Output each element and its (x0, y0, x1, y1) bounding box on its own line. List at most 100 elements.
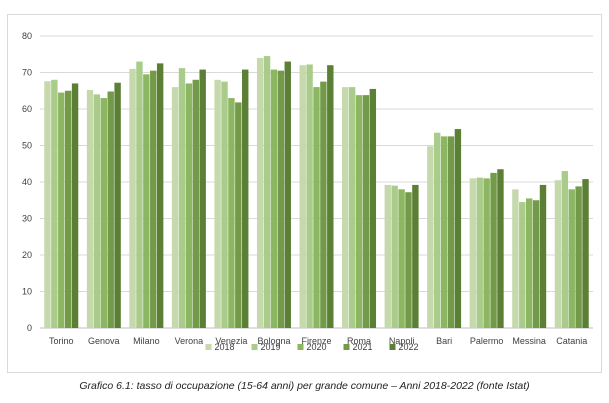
bar-2022-genova (114, 82, 121, 328)
bar-2019-bari (434, 132, 441, 328)
x-tick-label: Napoli (389, 336, 415, 346)
legend-swatch (297, 344, 304, 350)
bar-2022-catania (582, 179, 589, 328)
bar-2020-messina (525, 198, 533, 328)
bar-2018-venezia (214, 79, 221, 328)
bar-2022-bari (454, 129, 462, 328)
y-tick-label: 30 (22, 214, 32, 224)
y-tick-label: 0 (27, 323, 32, 333)
bar-2018-messina (512, 189, 519, 328)
bar-2019-messina (519, 202, 526, 328)
bar-2018-genova (86, 90, 94, 329)
bar-2018-palermo (469, 178, 477, 328)
x-tick-label: Genova (88, 336, 120, 346)
x-tick-label: Venezia (215, 336, 247, 346)
bar-2019-milano (136, 61, 143, 329)
bar-2018-firenze (299, 65, 306, 328)
bar-2020-verona (185, 83, 193, 328)
bar-2021-palermo (490, 172, 497, 328)
bar-2020-catania (568, 189, 575, 328)
bar-2021-bari (447, 136, 455, 328)
bar-2022-firenze (327, 65, 334, 328)
chart-frame: 0 10 20 30 40 50 60 70 80 Torino Genova Milano Vero… (7, 14, 602, 373)
bar-2021-firenze (320, 81, 327, 328)
bar-2018-roma (342, 87, 349, 328)
legend: 2018 2019 2020 2021 2022 (205, 342, 419, 352)
bar-2019-verona (178, 68, 186, 328)
bar-2018-bologna (256, 57, 264, 329)
bar-2022-bologna (284, 61, 291, 329)
legend-label: 2019 (261, 342, 281, 352)
bar-2022-milano (156, 63, 164, 328)
bar-2019-bologna (263, 56, 271, 328)
x-tick-label: Bari (436, 336, 452, 346)
bar-2018-catania (554, 180, 562, 328)
legend-swatch (205, 344, 212, 350)
legend-swatch (343, 344, 350, 350)
y-tick-label: 70 (22, 68, 32, 78)
legend-label: 2021 (353, 342, 373, 352)
y-tick-label: 20 (22, 250, 32, 260)
bars (44, 56, 589, 329)
bar-2020-roma (355, 95, 363, 328)
x-tick-label: Messina (512, 336, 546, 346)
bar-2019-palermo (476, 177, 483, 328)
bar-2020-napoli (398, 189, 405, 328)
bar-2020-milano (143, 74, 150, 328)
legend-label: 2022 (399, 342, 419, 352)
bar-2018-torino (44, 81, 51, 328)
bar-2020-firenze (313, 87, 320, 328)
x-tick-label: Roma (347, 336, 371, 346)
bar-2022-verona (199, 69, 206, 328)
bar-2018-bari (427, 146, 434, 328)
bar-2021-verona (192, 79, 199, 328)
bar-2022-messina (539, 184, 547, 328)
chart-caption: Grafico 6.1: tasso di occupazione (15-64… (79, 380, 530, 392)
bar-2019-roma (348, 87, 356, 328)
x-tick-label: Bologna (257, 336, 290, 346)
bar-2019-venezia (221, 81, 228, 328)
bar-2018-napoli (384, 184, 391, 328)
bar-2022-palermo (497, 169, 504, 328)
x-tick-label: Firenze (301, 336, 331, 346)
legend-label: 2020 (307, 342, 327, 352)
bar-2021-venezia (235, 102, 242, 329)
bar-2018-milano (129, 68, 136, 328)
y-tick-label: 50 (22, 141, 32, 151)
bar-2019-napoli (391, 185, 398, 328)
bar-2022-roma (369, 88, 377, 328)
y-tick-label: 60 (22, 104, 32, 114)
x-tick-label: Palermo (470, 336, 504, 346)
y-axis: 0 10 20 30 40 50 60 70 80 (22, 31, 32, 333)
legend-label: 2018 (215, 342, 235, 352)
legend-swatch (389, 344, 396, 350)
bar-2019-catania (561, 171, 569, 328)
bar-chart: 0 10 20 30 40 50 60 70 80 Torino Genova Milano Vero… (22, 31, 593, 352)
bar-2019-genova (93, 94, 101, 329)
bar-2021-napoli (405, 192, 412, 328)
bar-2019-torino (51, 79, 58, 328)
bar-2020-torino (58, 92, 65, 328)
bar-2021-genova (107, 91, 114, 328)
bar-2021-catania (575, 186, 582, 328)
bar-2020-bari (440, 136, 448, 328)
y-tick-label: 40 (22, 177, 32, 187)
bar-2022-torino (71, 83, 79, 328)
x-tick-label: Torino (49, 336, 74, 346)
bar-2021-bologna (277, 70, 285, 329)
y-tick-label: 10 (22, 287, 32, 297)
legend-swatch (251, 344, 258, 350)
bar-2021-roma (362, 95, 370, 328)
bar-2021-torino (64, 90, 72, 328)
bar-2020-palermo (483, 178, 490, 328)
bar-2020-venezia (228, 98, 235, 328)
bar-2022-venezia (242, 69, 249, 328)
x-tick-label: Catania (556, 336, 587, 346)
bar-2021-messina (532, 200, 540, 328)
bar-2019-firenze (306, 64, 313, 328)
bar-2020-genova (100, 98, 108, 328)
bar-2021-milano (150, 70, 157, 329)
bar-2022-napoli (412, 184, 419, 328)
y-tick-label: 80 (22, 31, 32, 41)
bar-2020-bologna (270, 69, 278, 328)
